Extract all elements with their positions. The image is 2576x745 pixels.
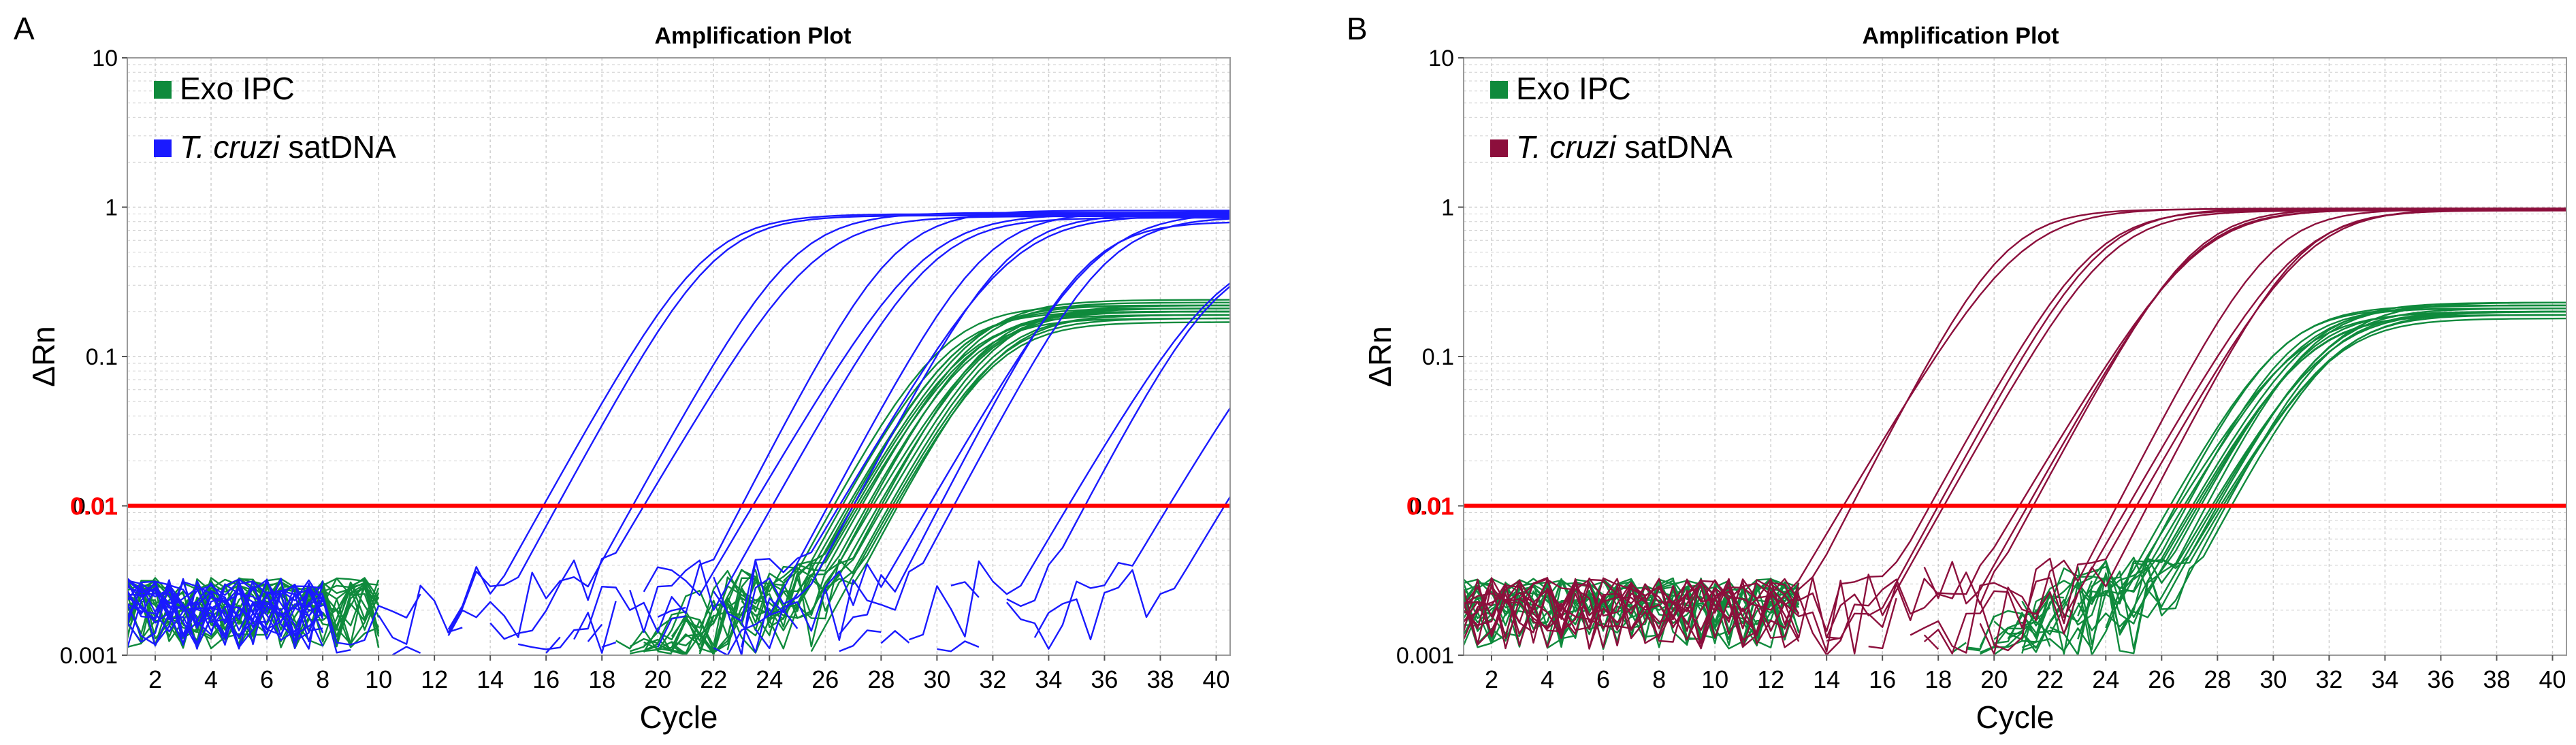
curve-tcruzi xyxy=(127,408,1230,652)
x-tick-label: 30 xyxy=(2259,665,2287,693)
legend-swatch-exo-b xyxy=(1490,81,1508,99)
curve-tcruzi xyxy=(127,210,1230,650)
legend-label-exo-a: Exo IPC xyxy=(180,71,295,106)
x-tick-label: 18 xyxy=(588,665,615,693)
x-tick-label: 24 xyxy=(2092,665,2119,693)
x-tick-label: 40 xyxy=(1202,665,1229,693)
legend-text-tcruzi-a: satDNA xyxy=(280,129,397,165)
curve-tcruzi xyxy=(127,496,1230,647)
grid-b xyxy=(1464,58,2566,656)
x-tick-label: 12 xyxy=(1757,665,1784,693)
curve-tcruzi xyxy=(127,213,1230,648)
y-tick-label: 10 xyxy=(92,46,118,71)
x-tick-label: 2 xyxy=(1485,665,1498,693)
x-tick-label: 8 xyxy=(1652,665,1666,693)
x-tick-label: 38 xyxy=(2483,665,2510,693)
legend-b: Exo IPC T. cruzi satDNA xyxy=(1490,71,1733,165)
x-tick-label: 18 xyxy=(1925,665,1952,693)
legend-italic-tcruzi-a: T. cruzi xyxy=(180,129,280,165)
x-tick-label: 16 xyxy=(532,665,560,693)
legend-text-exo-b: Exo IPC xyxy=(1516,71,1631,106)
legend-text-tcruzi-b: satDNA xyxy=(1616,129,1733,165)
x-tick-label: 36 xyxy=(1091,665,1118,693)
y-tick-label: 0.1 xyxy=(1422,344,1454,370)
x-tick-label: 8 xyxy=(316,665,329,693)
curves-a xyxy=(127,210,1230,655)
x-tick-label: 10 xyxy=(1701,665,1728,693)
x-tick-label: 6 xyxy=(260,665,274,693)
x-tick-label: 22 xyxy=(2036,665,2063,693)
x-tick-label: 38 xyxy=(1146,665,1174,693)
legend-swatch-tcruzi-b xyxy=(1490,139,1508,157)
x-tick-label: 20 xyxy=(644,665,671,693)
y-axis-label-b: ΔRn xyxy=(1362,326,1398,387)
legend-text-exo-a: Exo IPC xyxy=(180,71,295,106)
legend-label-tcruzi-b: T. cruzi satDNA xyxy=(1516,129,1733,165)
curve-tcruzi xyxy=(127,215,1230,650)
x-axis-label-a: Cycle xyxy=(639,699,718,735)
curve-exo-ipc xyxy=(1464,304,2566,653)
x-tick-label: 22 xyxy=(700,665,727,693)
x-tick-label: 26 xyxy=(811,665,839,693)
y-axis-label-a: ΔRn xyxy=(26,326,61,387)
y-tick-label: 0.01 xyxy=(73,494,118,520)
x-tick-label: 26 xyxy=(2148,665,2175,693)
x-ticks-b: 2 4 6 8 10 12 14 16 18 20 22 24 26 28 30 32 34 36 38 40 xyxy=(1485,655,2566,693)
panel-a: A Amplification Plot 2 4 6 8 10 12 14 16 18 20 22 2… xyxy=(14,11,1231,735)
x-tick-label: 4 xyxy=(1541,665,1554,693)
y-tick-label: 0.1 xyxy=(86,344,118,370)
curve-exo-ipc xyxy=(127,310,1230,654)
x-tick-label: 28 xyxy=(867,665,895,693)
legend-italic-tcruzi-b: T. cruzi xyxy=(1516,129,1617,165)
y-tick-label: 1 xyxy=(1441,195,1454,221)
x-tick-label: 30 xyxy=(923,665,950,693)
x-tick-label: 28 xyxy=(2204,665,2231,693)
legend-swatch-tcruzi-a xyxy=(154,139,172,157)
legend-a: Exo IPC T. cruzi satDNA xyxy=(154,71,396,165)
x-tick-label: 4 xyxy=(204,665,218,693)
legend-swatch-exo-a xyxy=(154,81,172,99)
curve-tcruzi xyxy=(1464,208,2566,648)
x-tick-label: 34 xyxy=(1035,665,1062,693)
panel-b: B Amplification Plot 2 4 6 8 10 12 14 16 18 20 22 2… xyxy=(1347,11,2567,735)
x-tick-label: 32 xyxy=(2315,665,2342,693)
x-tick-label: 2 xyxy=(148,665,162,693)
x-tick-label: 40 xyxy=(2539,665,2566,693)
legend-label-tcruzi-a: T. cruzi satDNA xyxy=(180,129,396,165)
x-tick-label: 32 xyxy=(979,665,1006,693)
y-tick-label: 0.001 xyxy=(1396,643,1454,669)
curve-tcruzi xyxy=(127,285,1230,647)
x-tick-label: 16 xyxy=(1869,665,1896,693)
curve-tcruzi xyxy=(1464,209,2566,650)
threshold-label: 0.01 xyxy=(70,493,118,520)
x-tick-label: 12 xyxy=(421,665,448,693)
threshold-label: 0.01 xyxy=(1406,493,1454,520)
y-tick-label: 10 xyxy=(1428,46,1454,71)
x-tick-label: 14 xyxy=(477,665,504,693)
x-tick-label: 34 xyxy=(2371,665,2398,693)
chart-title-b: Amplification Plot xyxy=(1863,23,2059,49)
y-tick-label: 1 xyxy=(105,195,118,221)
legend-label-exo-b: Exo IPC xyxy=(1516,71,1631,106)
curve-tcruzi xyxy=(127,282,1230,652)
y-tick-label: 0.01 xyxy=(1409,494,1454,520)
y-tick-label: 0.001 xyxy=(60,643,118,669)
x-ticks-a: 2 4 6 8 10 12 14 16 18 20 22 24 26 28 30 32 34 36 38 40 xyxy=(148,655,1230,693)
panel-label-a: A xyxy=(14,11,35,46)
x-tick-label: 36 xyxy=(2427,665,2454,693)
x-tick-label: 6 xyxy=(1596,665,1610,693)
x-axis-label-b: Cycle xyxy=(1976,699,2054,735)
x-tick-label: 20 xyxy=(1980,665,2008,693)
panel-label-b: B xyxy=(1347,11,1368,46)
curves-b xyxy=(1464,208,2566,655)
x-tick-label: 10 xyxy=(365,665,392,693)
chart-title-a: Amplification Plot xyxy=(655,23,852,49)
x-tick-label: 24 xyxy=(756,665,783,693)
curve-tcruzi xyxy=(1464,210,2566,655)
x-tick-label: 14 xyxy=(1813,665,1840,693)
